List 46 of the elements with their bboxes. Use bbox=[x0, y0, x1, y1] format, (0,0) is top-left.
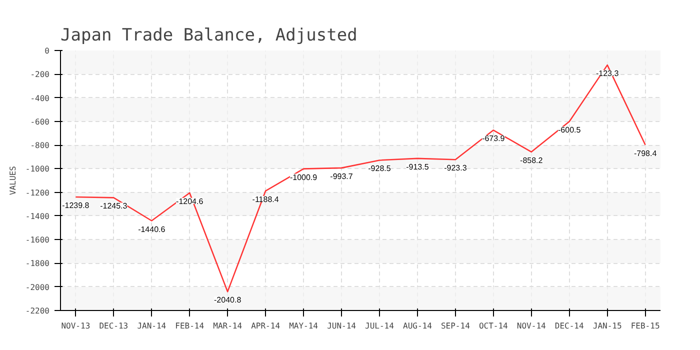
y-tick-label: -800 bbox=[30, 141, 50, 150]
data-label: -1204.6 bbox=[176, 196, 204, 206]
y-tick-label: -1000 bbox=[25, 164, 50, 174]
x-tick-label: OCT-14 bbox=[478, 322, 508, 330]
y-tick-label: -2200 bbox=[25, 306, 50, 316]
x-tick-label: FEB-15 bbox=[630, 322, 660, 330]
x-tick-label: JAN-15 bbox=[592, 322, 622, 330]
x-tick-label: APR-14 bbox=[251, 322, 280, 330]
data-label: -2040.8 bbox=[214, 296, 242, 305]
data-label: -913.5 bbox=[406, 162, 430, 172]
data-label: -1188.4 bbox=[252, 194, 280, 204]
x-tick-label: JUL-14 bbox=[365, 322, 394, 330]
data-label: -858.2 bbox=[520, 156, 544, 165]
data-label: -673.9 bbox=[482, 134, 506, 144]
data-label: -993.7 bbox=[330, 172, 354, 181]
data-label: -1000.9 bbox=[290, 172, 318, 182]
y-axis-title: VALUES bbox=[8, 166, 18, 195]
y-tick-label: 0 bbox=[44, 46, 50, 56]
y-tick-label: -1400 bbox=[25, 212, 50, 221]
y-tick-label: -200 bbox=[30, 70, 50, 80]
x-tick-label: DEC-14 bbox=[554, 322, 584, 330]
x-tick-label: FEB-14 bbox=[175, 322, 204, 330]
y-tick-label: -1800 bbox=[25, 259, 50, 268]
data-label: -1245.3 bbox=[100, 202, 128, 211]
data-label: -1440.6 bbox=[138, 224, 166, 234]
x-tick-label: MAR-14 bbox=[213, 322, 242, 330]
data-label: -923.3 bbox=[444, 164, 468, 173]
data-label: -600.5 bbox=[558, 125, 582, 134]
y-tick-label: -2000 bbox=[25, 282, 50, 292]
x-tick-label: DEC-13 bbox=[99, 322, 128, 330]
data-label: -928.5 bbox=[368, 164, 392, 174]
y-tick-label: -600 bbox=[30, 117, 50, 126]
data-label: -123.3 bbox=[596, 69, 620, 78]
x-tick-label: MAY-14 bbox=[289, 322, 318, 330]
x-tick-label: JAN-14 bbox=[137, 322, 166, 330]
y-tick-label: -1200 bbox=[25, 188, 50, 198]
y-tick-label: -1600 bbox=[25, 236, 50, 245]
x-tick-label: AUG-14 bbox=[403, 322, 432, 330]
x-tick-label: NOV-14 bbox=[516, 322, 546, 330]
x-tick-label: NOV-13 bbox=[61, 322, 90, 330]
x-tick-label: JUN-14 bbox=[327, 322, 356, 330]
x-tick-label: SEP-14 bbox=[440, 322, 470, 330]
chart-title: Japan Trade Balance, Adjusted bbox=[60, 26, 358, 46]
data-label: -798.4 bbox=[634, 148, 658, 158]
y-tick-label: -400 bbox=[30, 94, 50, 103]
data-label: -1239.8 bbox=[62, 201, 90, 210]
